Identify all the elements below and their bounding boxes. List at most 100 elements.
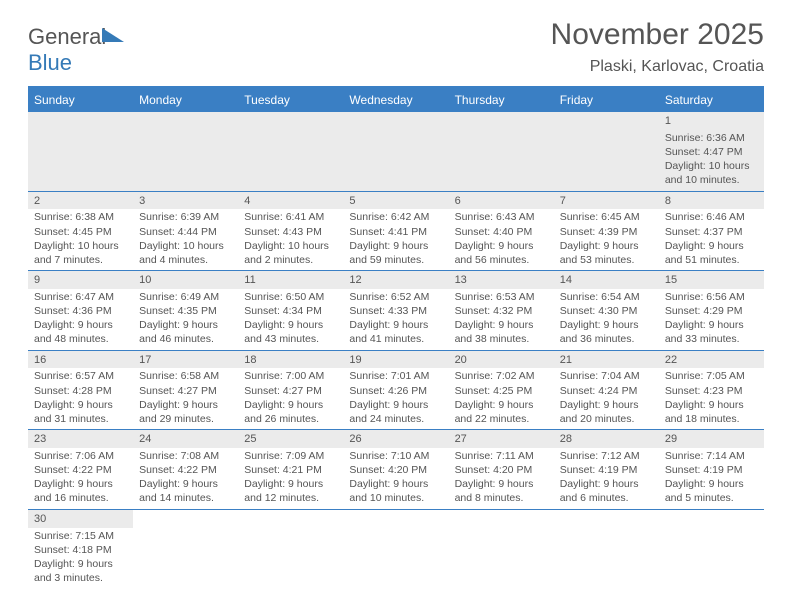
daylight-line: Daylight: 9 hours and 51 minutes. xyxy=(665,239,758,267)
sunset-line: Sunset: 4:30 PM xyxy=(560,304,653,318)
weekday-header: Monday xyxy=(133,87,238,112)
sunset-line: Sunset: 4:28 PM xyxy=(34,384,127,398)
sunset-line: Sunset: 4:26 PM xyxy=(349,384,442,398)
calendar-cell: 16Sunrise: 6:57 AMSunset: 4:28 PMDayligh… xyxy=(28,350,133,430)
day-number: 15 xyxy=(659,271,764,289)
sunset-line: Sunset: 4:32 PM xyxy=(455,304,548,318)
sunrise-line: Sunrise: 6:53 AM xyxy=(455,290,548,304)
day-info: Sunrise: 6:46 AMSunset: 4:37 PMDaylight:… xyxy=(659,209,764,270)
calendar-cell xyxy=(343,509,448,588)
sunrise-line: Sunrise: 6:57 AM xyxy=(34,369,127,383)
day-info: Sunrise: 7:12 AMSunset: 4:19 PMDaylight:… xyxy=(554,448,659,509)
logo-text-blue: Blue xyxy=(28,50,72,75)
calendar-cell xyxy=(238,509,343,588)
day-info: Sunrise: 7:15 AMSunset: 4:18 PMDaylight:… xyxy=(28,528,133,589)
weekday-header: Sunday xyxy=(28,87,133,112)
calendar-cell: 29Sunrise: 7:14 AMSunset: 4:19 PMDayligh… xyxy=(659,430,764,510)
day-info: Sunrise: 7:06 AMSunset: 4:22 PMDaylight:… xyxy=(28,448,133,509)
sunset-line: Sunset: 4:20 PM xyxy=(455,463,548,477)
calendar-table: SundayMondayTuesdayWednesdayThursdayFrid… xyxy=(28,86,764,588)
sunset-line: Sunset: 4:29 PM xyxy=(665,304,758,318)
calendar-cell: 5Sunrise: 6:42 AMSunset: 4:41 PMDaylight… xyxy=(343,191,448,271)
sunrise-line: Sunrise: 6:49 AM xyxy=(139,290,232,304)
sunset-line: Sunset: 4:45 PM xyxy=(34,225,127,239)
sunrise-line: Sunrise: 6:50 AM xyxy=(244,290,337,304)
daylight-line: Daylight: 9 hours and 22 minutes. xyxy=(455,398,548,426)
day-number: 22 xyxy=(659,351,764,369)
sunrise-line: Sunrise: 7:09 AM xyxy=(244,449,337,463)
day-number: 28 xyxy=(554,430,659,448)
day-number: 2 xyxy=(28,192,133,210)
daylight-line: Daylight: 9 hours and 3 minutes. xyxy=(34,557,127,585)
weekday-header: Friday xyxy=(554,87,659,112)
daylight-line: Daylight: 9 hours and 48 minutes. xyxy=(34,318,127,346)
sunrise-line: Sunrise: 6:54 AM xyxy=(560,290,653,304)
sunset-line: Sunset: 4:20 PM xyxy=(349,463,442,477)
daylight-line: Daylight: 9 hours and 59 minutes. xyxy=(349,239,442,267)
weekday-header: Wednesday xyxy=(343,87,448,112)
day-number: 26 xyxy=(343,430,448,448)
day-number: 6 xyxy=(449,192,554,210)
day-info: Sunrise: 7:10 AMSunset: 4:20 PMDaylight:… xyxy=(343,448,448,509)
calendar-cell: 9Sunrise: 6:47 AMSunset: 4:36 PMDaylight… xyxy=(28,271,133,351)
sunrise-line: Sunrise: 6:41 AM xyxy=(244,210,337,224)
daylight-line: Daylight: 9 hours and 5 minutes. xyxy=(665,477,758,505)
weekday-header: Saturday xyxy=(659,87,764,112)
daylight-line: Daylight: 9 hours and 26 minutes. xyxy=(244,398,337,426)
sunset-line: Sunset: 4:27 PM xyxy=(139,384,232,398)
day-info: Sunrise: 6:43 AMSunset: 4:40 PMDaylight:… xyxy=(449,209,554,270)
calendar-cell: 23Sunrise: 7:06 AMSunset: 4:22 PMDayligh… xyxy=(28,430,133,510)
calendar-cell: 11Sunrise: 6:50 AMSunset: 4:34 PMDayligh… xyxy=(238,271,343,351)
sunrise-line: Sunrise: 6:52 AM xyxy=(349,290,442,304)
calendar-cell: 22Sunrise: 7:05 AMSunset: 4:23 PMDayligh… xyxy=(659,350,764,430)
sunset-line: Sunset: 4:35 PM xyxy=(139,304,232,318)
sunrise-line: Sunrise: 7:00 AM xyxy=(244,369,337,383)
sunrise-line: Sunrise: 6:43 AM xyxy=(455,210,548,224)
sunset-line: Sunset: 4:33 PM xyxy=(349,304,442,318)
day-number: 9 xyxy=(28,271,133,289)
sunset-line: Sunset: 4:23 PM xyxy=(665,384,758,398)
calendar-cell xyxy=(343,112,448,191)
calendar-row: 2Sunrise: 6:38 AMSunset: 4:45 PM Daylight… xyxy=(28,191,764,271)
day-number: 24 xyxy=(133,430,238,448)
day-info: Sunrise: 7:05 AMSunset: 4:23 PMDaylight:… xyxy=(659,368,764,429)
calendar-cell: 4Sunrise: 6:41 AMSunset: 4:43 PMDaylight… xyxy=(238,191,343,271)
sunrise-line: Sunrise: 6:58 AM xyxy=(139,369,232,383)
day-info: Sunrise: 6:45 AMSunset: 4:39 PMDaylight:… xyxy=(554,209,659,270)
daylight-line: Daylight: 9 hours and 10 minutes. xyxy=(349,477,442,505)
calendar-cell: 1Sunrise: 6:36 AMSunset: 4:47 PMDaylight… xyxy=(659,112,764,191)
day-info: Sunrise: 7:11 AMSunset: 4:20 PMDaylight:… xyxy=(449,448,554,509)
sunrise-line: Sunrise: 7:12 AM xyxy=(560,449,653,463)
sunset-line: Sunset: 4:21 PM xyxy=(244,463,337,477)
logo-text-general: General xyxy=(28,24,106,49)
day-info: Sunrise: 6:41 AMSunset: 4:43 PMDaylight:… xyxy=(238,209,343,270)
daylight-line: Daylight: 10 hours and 4 minutes. xyxy=(139,239,232,267)
daylight-line: Daylight: 9 hours and 38 minutes. xyxy=(455,318,548,346)
calendar-row: 30Sunrise: 7:15 AMSunset: 4:18 PMDayligh… xyxy=(28,509,764,588)
sunrise-line: Sunrise: 7:14 AM xyxy=(665,449,758,463)
sunset-line: Sunset: 4:19 PM xyxy=(560,463,653,477)
calendar-cell xyxy=(28,112,133,191)
sunrise-line: Sunrise: 7:02 AM xyxy=(455,369,548,383)
calendar-cell: 30Sunrise: 7:15 AMSunset: 4:18 PMDayligh… xyxy=(28,509,133,588)
calendar-cell: 15Sunrise: 6:56 AMSunset: 4:29 PMDayligh… xyxy=(659,271,764,351)
day-number: 14 xyxy=(554,271,659,289)
day-number: 25 xyxy=(238,430,343,448)
sunrise-line: Sunrise: 6:42 AM xyxy=(349,210,442,224)
day-number: 27 xyxy=(449,430,554,448)
day-info: Sunrise: 6:36 AMSunset: 4:47 PMDaylight:… xyxy=(659,130,764,191)
day-info: Sunrise: 6:39 AMSunset: 4:44 PMDaylight:… xyxy=(133,209,238,270)
calendar-cell: 8Sunrise: 6:46 AMSunset: 4:37 PMDaylight… xyxy=(659,191,764,271)
sunset-line: Sunset: 4:22 PM xyxy=(34,463,127,477)
daylight-line: Daylight: 9 hours and 18 minutes. xyxy=(665,398,758,426)
day-info: Sunrise: 7:01 AMSunset: 4:26 PMDaylight:… xyxy=(343,368,448,429)
day-info: Sunrise: 6:47 AMSunset: 4:36 PMDaylight:… xyxy=(28,289,133,350)
daylight-line: Daylight: 10 hours and 2 minutes. xyxy=(244,239,337,267)
calendar-row: 23Sunrise: 7:06 AMSunset: 4:22 PMDayligh… xyxy=(28,430,764,510)
sunset-line: Sunset: 4:44 PM xyxy=(139,225,232,239)
daylight-line: Daylight: 9 hours and 8 minutes. xyxy=(455,477,548,505)
day-number: 19 xyxy=(343,351,448,369)
location: Plaski, Karlovac, Croatia xyxy=(28,58,764,76)
sunrise-line: Sunrise: 6:38 AM xyxy=(34,210,127,224)
day-number: 23 xyxy=(28,430,133,448)
